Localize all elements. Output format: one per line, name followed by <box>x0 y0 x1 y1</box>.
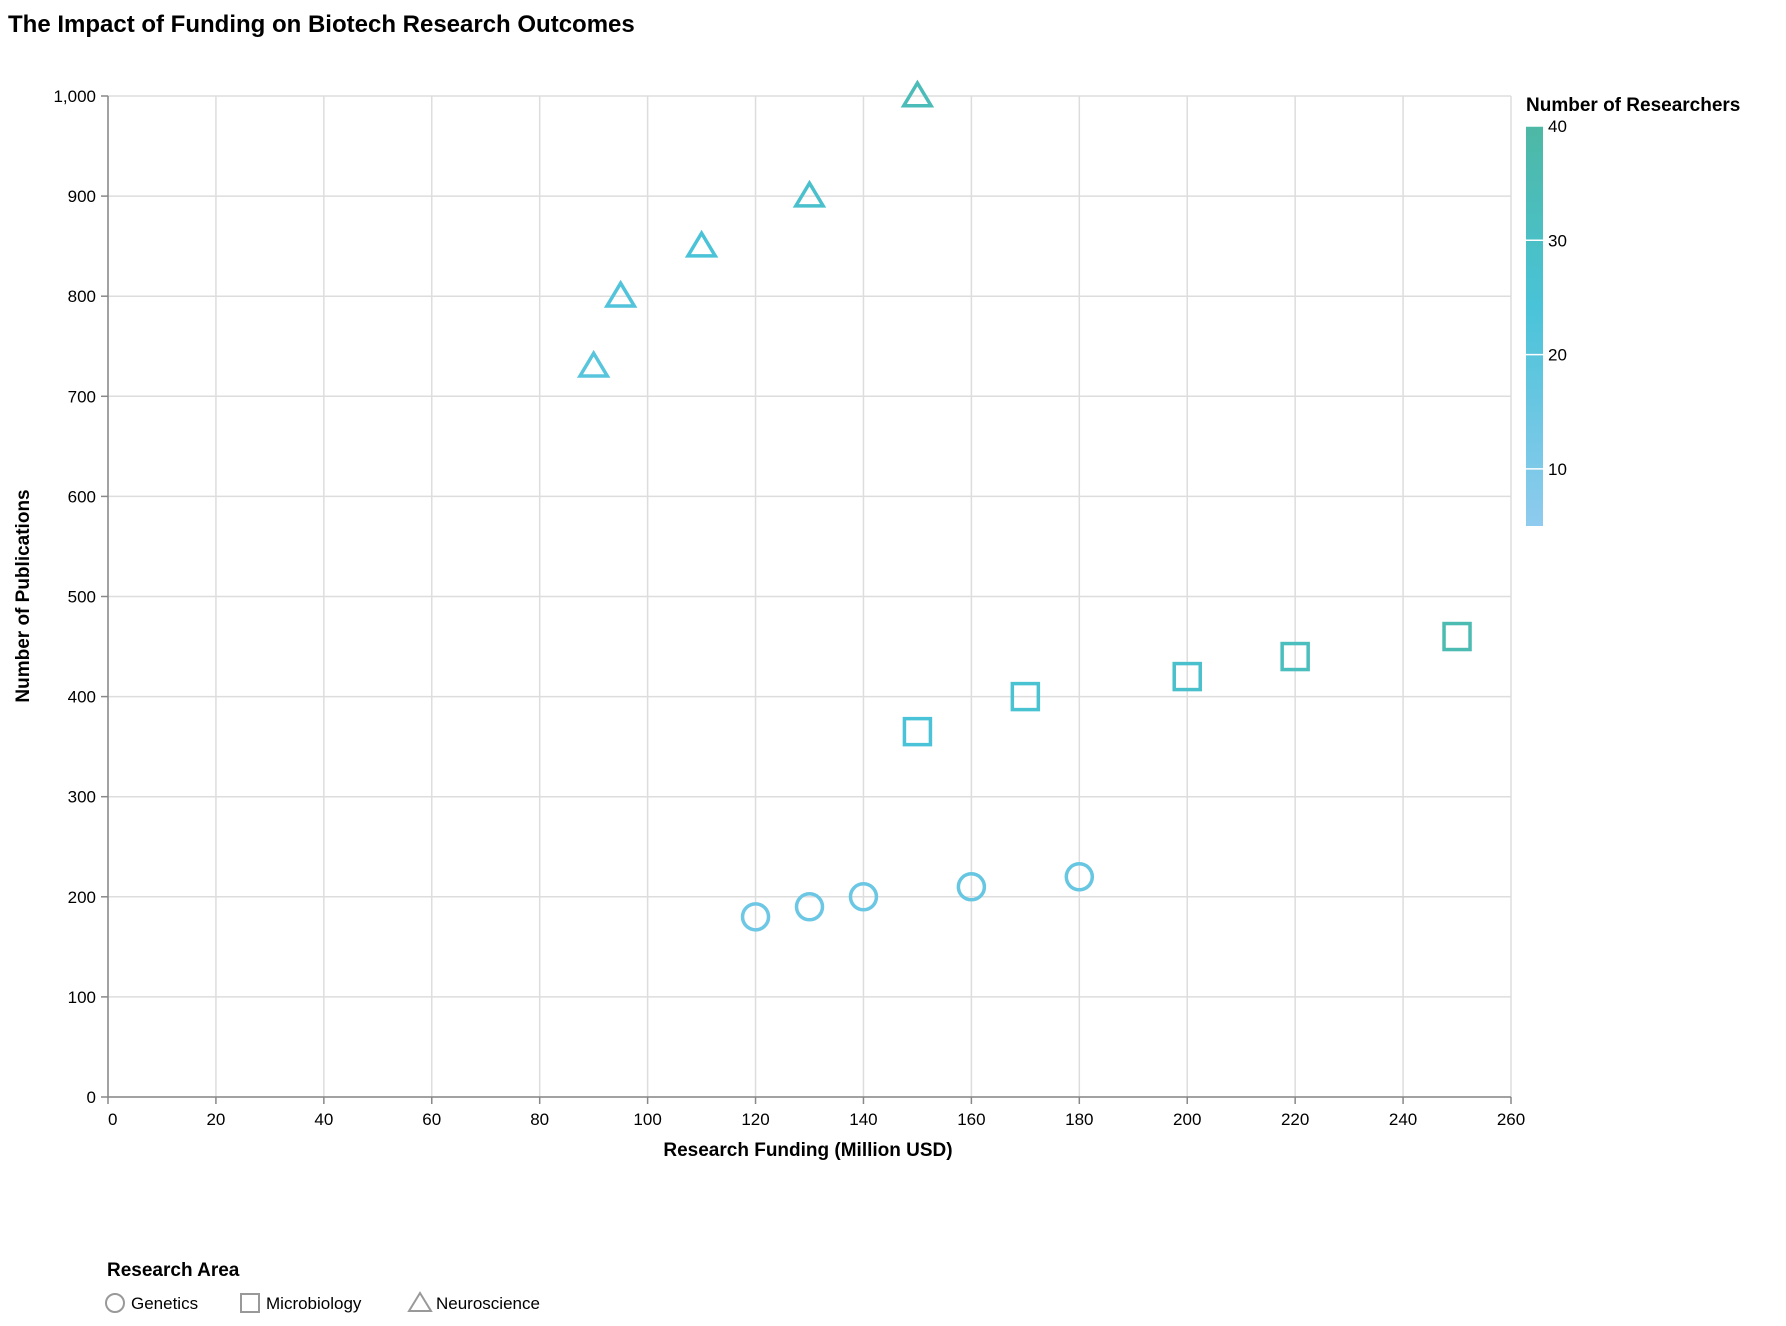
y-tick-label: 200 <box>68 888 96 907</box>
x-tick-label: 0 <box>108 1110 117 1129</box>
legend-label: Microbiology <box>266 1294 362 1313</box>
y-tick-label: 700 <box>68 387 96 406</box>
axes: 0 20 40 60 80 100 120 140 160 180 200 220 240 260 0 100… <box>53 87 1525 1129</box>
color-legend-gradient-bar <box>1526 126 1543 526</box>
x-tick-label: 20 <box>206 1110 225 1129</box>
x-tick-label: 200 <box>1173 1110 1201 1129</box>
x-tick-label: 40 <box>314 1110 333 1129</box>
shape-legend-title: Research Area <box>107 1260 240 1281</box>
y-tick-label: 400 <box>68 688 96 707</box>
microbiology-point <box>1172 661 1202 692</box>
legend-label: Genetics <box>131 1294 198 1313</box>
x-tick-label: 120 <box>741 1110 769 1129</box>
microbiology-point <box>902 716 933 747</box>
y-tick-label: 1,000 <box>53 87 96 106</box>
color-legend-title: Number of Researchers <box>1526 95 1740 116</box>
triangle-icon <box>407 1291 433 1312</box>
x-tick-label: 260 <box>1497 1110 1525 1129</box>
legend-entry-genetics: Genetics <box>105 1293 198 1313</box>
genetics-point <box>740 902 771 932</box>
x-tick-label: 80 <box>530 1110 549 1129</box>
y-tick-label: 500 <box>68 588 96 607</box>
neuroscience-point <box>576 349 611 378</box>
color-legend-tick-label: 20 <box>1548 346 1567 365</box>
x-tick-label: 240 <box>1389 1110 1417 1129</box>
shape-legend: Research Area Genetics Microbiology Neuros… <box>105 1260 540 1313</box>
microbiology-point <box>1280 641 1310 672</box>
x-tick-label: 140 <box>849 1110 877 1129</box>
genetics-point <box>848 882 879 912</box>
y-axis-title: Number of Publications <box>13 489 34 702</box>
y-tick-label: 0 <box>87 1088 96 1107</box>
x-tick-label: 160 <box>957 1110 985 1129</box>
legend-entry-microbiology: Microbiology <box>240 1293 362 1313</box>
neuroscience-point <box>684 229 719 258</box>
microbiology-point <box>1010 681 1041 712</box>
circle-icon <box>105 1293 125 1313</box>
grid <box>107 95 1512 1098</box>
x-tick-label: 100 <box>633 1110 661 1129</box>
color-legend: Number of Researchers 10 20 30 40 <box>1526 95 1740 526</box>
x-tick-label: 180 <box>1065 1110 1093 1129</box>
color-legend-tick-label: 10 <box>1548 460 1567 479</box>
color-legend-tick-label: 30 <box>1548 231 1567 250</box>
genetics-point <box>956 872 987 902</box>
genetics-point <box>1064 862 1095 892</box>
y-tick-label: 300 <box>68 788 96 807</box>
neuroscience-point <box>900 79 935 108</box>
data-points <box>576 79 1472 932</box>
legend-label: Neuroscience <box>436 1294 540 1313</box>
legend-entry-neuroscience: Neuroscience <box>407 1291 540 1313</box>
genetics-point <box>794 892 825 922</box>
x-tick-label: 220 <box>1281 1110 1309 1129</box>
x-tick-label: 60 <box>422 1110 441 1129</box>
x-axis-title: Research Funding (Million USD) <box>663 1140 952 1161</box>
microbiology-point <box>1442 621 1472 652</box>
y-tick-label: 800 <box>68 287 96 306</box>
y-tick-label: 100 <box>68 988 96 1007</box>
neuroscience-point <box>792 179 827 208</box>
color-legend-tick-label: 40 <box>1548 117 1567 136</box>
y-tick-label: 600 <box>68 487 96 506</box>
neuroscience-point <box>603 279 638 308</box>
square-icon <box>240 1293 260 1313</box>
y-tick-label: 900 <box>68 187 96 206</box>
chart-title: The Impact of Funding on Biotech Researc… <box>8 11 635 38</box>
